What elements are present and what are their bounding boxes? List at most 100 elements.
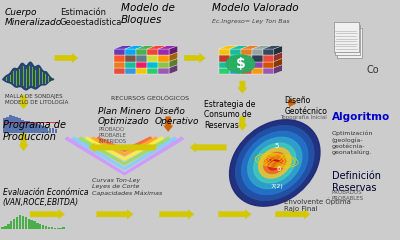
Bar — [230, 68, 241, 74]
Polygon shape — [274, 46, 282, 55]
Bar — [125, 49, 136, 55]
Ellipse shape — [242, 132, 308, 194]
Text: Algoritmo: Algoritmo — [332, 112, 390, 122]
Bar — [114, 55, 125, 61]
Polygon shape — [136, 46, 156, 49]
Text: 7(2): 7(2) — [270, 184, 283, 189]
Bar — [337, 28, 362, 58]
Bar — [42, 225, 44, 228]
Bar — [22, 216, 24, 228]
Polygon shape — [252, 46, 271, 49]
Bar — [241, 61, 252, 68]
Polygon shape — [230, 46, 249, 49]
Bar — [147, 55, 158, 61]
Text: Diseño
Geotécnico: Diseño Geotécnico — [284, 96, 327, 115]
Ellipse shape — [236, 126, 314, 200]
Bar — [10, 221, 12, 228]
Polygon shape — [125, 46, 144, 49]
Bar — [219, 55, 230, 61]
Bar — [219, 49, 230, 55]
Text: PROBADOS
PROBABLES: PROBADOS PROBABLES — [332, 190, 364, 201]
Bar — [28, 219, 30, 228]
Bar — [158, 55, 169, 61]
Polygon shape — [241, 46, 260, 49]
Bar — [7, 224, 10, 228]
Polygon shape — [114, 46, 133, 49]
Polygon shape — [147, 46, 166, 49]
Polygon shape — [169, 58, 178, 68]
Bar — [30, 122, 33, 133]
Ellipse shape — [268, 156, 282, 170]
Bar — [252, 49, 263, 55]
Bar — [21, 120, 24, 133]
Bar — [125, 68, 136, 74]
Text: Modelo de
Bloques: Modelo de Bloques — [121, 3, 174, 25]
Bar — [263, 61, 274, 68]
Bar — [33, 221, 36, 228]
Text: PROBADO
PROBABLE
INFERIDOS: PROBADO PROBABLE INFERIDOS — [99, 127, 127, 144]
Ellipse shape — [254, 143, 296, 183]
Bar — [33, 123, 36, 133]
Bar — [13, 219, 15, 228]
Polygon shape — [97, 137, 152, 151]
Bar — [263, 55, 274, 61]
Bar — [2, 227, 4, 228]
Polygon shape — [2, 62, 54, 90]
Bar — [241, 55, 252, 61]
Text: Topografía Inicial: Topografía Inicial — [280, 114, 327, 120]
Text: Definición
Reservas: Definición Reservas — [332, 171, 381, 193]
Text: Plan Minero
Optimizado: Plan Minero Optimizado — [98, 107, 150, 126]
Polygon shape — [72, 137, 176, 170]
Bar — [147, 61, 158, 68]
Bar — [114, 68, 125, 74]
Bar — [36, 223, 38, 228]
Polygon shape — [169, 52, 178, 61]
Bar — [230, 61, 241, 68]
Text: Optimización
(geología-
geotécnia-
geonatalúrg.: Optimización (geología- geotécnia- geona… — [332, 131, 373, 156]
Bar — [335, 25, 360, 55]
Ellipse shape — [264, 152, 286, 174]
Bar — [252, 61, 263, 68]
Bar — [36, 124, 39, 133]
Text: Estrategia de
Consumo de
Reservas: Estrategia de Consumo de Reservas — [204, 100, 256, 130]
Bar — [241, 68, 252, 74]
Ellipse shape — [248, 137, 302, 189]
Bar — [4, 226, 7, 228]
Text: Diseño
Operativo: Diseño Operativo — [155, 107, 199, 126]
Bar — [136, 68, 147, 74]
Bar — [25, 217, 27, 228]
Polygon shape — [274, 65, 282, 74]
Polygon shape — [263, 46, 282, 49]
Polygon shape — [274, 52, 282, 61]
Polygon shape — [91, 137, 158, 156]
Bar — [27, 121, 30, 133]
Bar — [15, 117, 18, 133]
Text: MALLA DE SONDAJES
MODELO DE LITOLOGÍA: MALLA DE SONDAJES MODELO DE LITOLOGÍA — [4, 94, 68, 105]
Bar — [18, 119, 21, 133]
Bar — [125, 55, 136, 61]
Bar — [241, 49, 252, 55]
Text: Evaluación Económica
(VAN,ROCE,EBITDA): Evaluación Económica (VAN,ROCE,EBITDA) — [2, 188, 88, 207]
Bar — [19, 216, 21, 228]
Bar — [230, 49, 241, 55]
Bar — [12, 116, 15, 133]
Text: Estimación
Geoestadística: Estimación Geoestadística — [60, 8, 122, 27]
Text: Programa de
Producción: Programa de Producción — [2, 120, 66, 142]
Bar — [114, 61, 125, 68]
Bar — [48, 128, 51, 133]
Bar — [125, 61, 136, 68]
Text: RECURSOS GEOLÓGICOS: RECURSOS GEOLÓGICOS — [111, 96, 189, 101]
Bar — [52, 128, 54, 133]
Bar — [46, 127, 48, 133]
Polygon shape — [169, 46, 178, 55]
Bar — [6, 117, 9, 133]
Ellipse shape — [226, 55, 255, 73]
Text: Curvas Ton-Ley
Leyes de Corte
Capacidades Máximas: Curvas Ton-Ley Leyes de Corte Capacidade… — [92, 179, 162, 196]
Bar — [136, 55, 147, 61]
Text: Ec.Ingreso= Ley Ton Bas: Ec.Ingreso= Ley Ton Bas — [212, 18, 290, 24]
Bar — [147, 49, 158, 55]
Bar — [219, 61, 230, 68]
Bar — [45, 226, 47, 228]
Text: $: $ — [236, 57, 245, 71]
Bar — [39, 224, 42, 228]
